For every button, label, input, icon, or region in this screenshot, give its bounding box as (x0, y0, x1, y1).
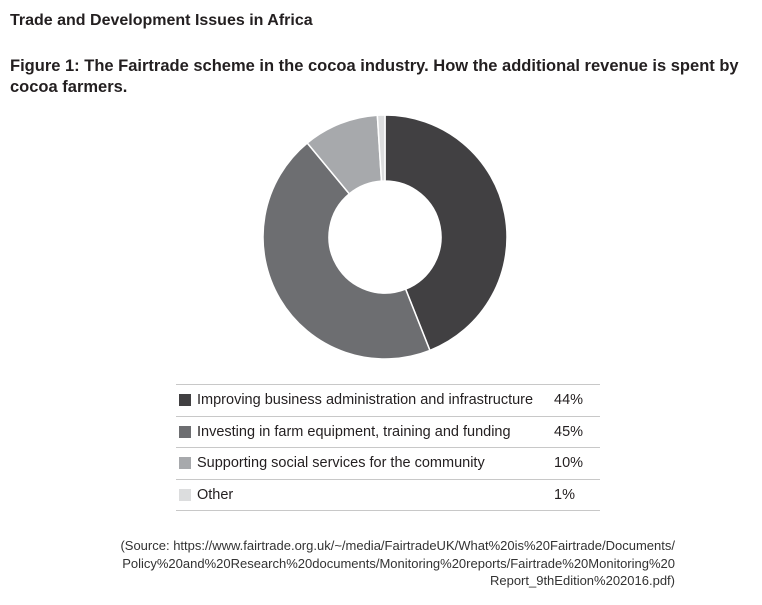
source-line: (Source: https://www.fairtrade.org.uk/~/… (120, 538, 675, 553)
legend-row-supporting: Supporting social services for the commu… (176, 448, 600, 480)
legend-swatch-investing (179, 425, 191, 438)
donut-slice-improving (384, 114, 508, 352)
legend-row-investing: Investing in farm equipment, training an… (176, 417, 600, 448)
legend-swatch-improving (179, 394, 191, 407)
legend-value: 10% (554, 455, 584, 472)
legend-label: Investing in farm equipment, training an… (197, 423, 511, 440)
source-note: (Source: https://www.fairtrade.org.uk/~/… (20, 537, 675, 590)
legend-label: Other (197, 486, 234, 503)
legend-label: Improving business administration and in… (197, 392, 534, 409)
legend-row-improving: Improving business administration and in… (176, 385, 600, 417)
legend-swatch-supporting (179, 457, 191, 470)
legend-value: 1% (554, 486, 575, 503)
legend-row-other: Other 1% (176, 480, 600, 511)
legend: Improving business administration and in… (176, 384, 600, 511)
source-line: Policy%20and%20Research%20documents/Moni… (122, 555, 675, 571)
legend-label: Supporting social services for the commu… (197, 455, 485, 472)
legend-value: 45% (554, 423, 584, 440)
donut-slice-investing (262, 141, 431, 360)
figure-title: Figure 1: The Fairtrade scheme in the co… (10, 57, 739, 96)
legend-swatch-other (179, 488, 191, 501)
source-line: Report_9thEdition%202016.pdf) (489, 573, 675, 588)
donut-slice-other (376, 114, 386, 182)
legend-value: 44% (554, 392, 584, 409)
page-header: Trade and Development Issues in Africa (10, 12, 313, 29)
